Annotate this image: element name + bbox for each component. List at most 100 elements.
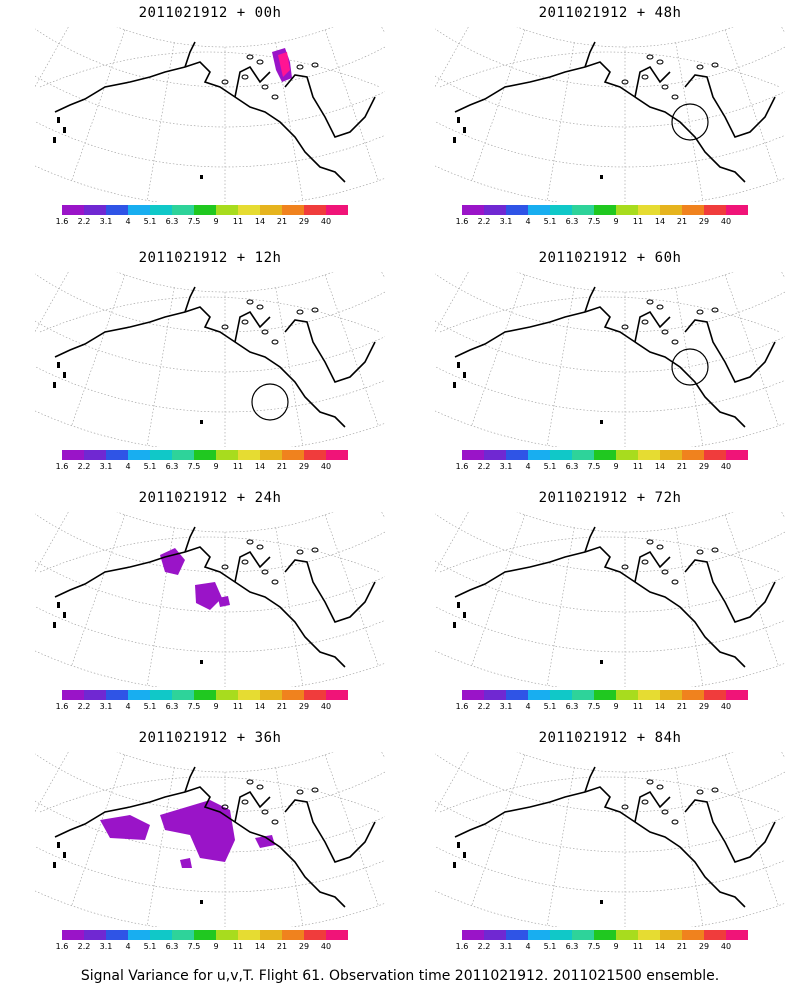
- colorbar-tick-label: 29: [298, 942, 310, 951]
- colorbar-tick-label: 9: [613, 462, 619, 471]
- longitude-line: [324, 274, 379, 426]
- colorbar-tick-label: 1.6: [455, 942, 469, 951]
- longitude-line: [546, 287, 575, 446]
- island-outline: [696, 549, 704, 555]
- island-outline: [221, 804, 229, 810]
- island-outline: [711, 547, 719, 553]
- colorbar-swatch: [682, 930, 704, 940]
- colorbar-swatch: [128, 450, 150, 460]
- longitude-line: [146, 527, 175, 686]
- colorbar-tick-label: 1.6: [455, 217, 469, 226]
- latitude-line: [35, 75, 385, 128]
- longitude-line: [781, 512, 785, 519]
- island-outline: [53, 382, 56, 388]
- variance-blob: [278, 52, 290, 77]
- island-outline: [641, 559, 649, 565]
- colorbar: [462, 205, 748, 215]
- colorbar-swatch: [282, 205, 304, 215]
- colorbar-tick-label: 6.3: [565, 942, 579, 951]
- latitude-line: [435, 75, 785, 128]
- latitude-line: [435, 513, 785, 573]
- colorbar-swatch: [62, 205, 84, 215]
- colorbar-tick-label: 2.2: [477, 217, 491, 226]
- longitude-line: [781, 27, 785, 34]
- island-outline: [271, 94, 279, 100]
- island-outline: [671, 579, 679, 585]
- island-outline: [656, 784, 664, 790]
- map-boundary: [439, 51, 781, 88]
- colorbar-swatch: [106, 930, 128, 940]
- longitude-line: [146, 42, 175, 201]
- colorbar-tick-label: 5.1: [143, 942, 157, 951]
- island-outline: [53, 622, 56, 628]
- island-outline: [311, 547, 319, 553]
- colorbar-tick-label: 1.6: [55, 942, 69, 951]
- island-outline: [463, 852, 466, 858]
- coastline: [454, 41, 776, 183]
- colorbar-swatch: [260, 690, 282, 700]
- island-outline: [311, 62, 319, 68]
- latitude-line: [516, 272, 734, 293]
- map-boundary: [439, 776, 781, 813]
- colorbar-swatch: [150, 205, 172, 215]
- island-outline: [53, 137, 56, 143]
- island-outline: [261, 569, 269, 575]
- island-outline: [200, 420, 203, 424]
- longitude-line: [35, 27, 36, 105]
- colorbar-swatch: [660, 930, 682, 940]
- longitude-line: [675, 767, 704, 926]
- coastline: [54, 766, 376, 908]
- longitude-line: [546, 767, 575, 926]
- island-outline: [656, 544, 664, 550]
- island-outline: [261, 809, 269, 815]
- colorbar-swatch: [572, 690, 594, 700]
- figure-caption: Signal Variance for u,v,T. Flight 61. Ob…: [80, 968, 720, 984]
- island-outline: [621, 324, 629, 330]
- island-outline: [696, 309, 704, 315]
- island-outline: [711, 307, 719, 313]
- panel-title: 2011021912 + 84h: [538, 730, 682, 746]
- colorbar-tick-label: 7.5: [587, 942, 601, 951]
- map-boundary: [39, 296, 381, 333]
- colorbar-tick-label: 21: [676, 702, 688, 711]
- longitude-line: [35, 272, 36, 350]
- colorbar-swatch: [528, 450, 550, 460]
- island-outline: [271, 339, 279, 345]
- colorbar-tick-label: 2.2: [477, 462, 491, 471]
- colorbar: [62, 205, 348, 215]
- colorbar-swatch: [638, 930, 660, 940]
- latitude-line: [435, 410, 785, 447]
- island-outline: [241, 319, 249, 325]
- colorbar-swatch: [150, 930, 172, 940]
- island-outline: [63, 372, 66, 378]
- colorbar-tick-label: 14: [654, 217, 666, 226]
- variance-blob: [180, 858, 192, 868]
- longitude-line: [435, 272, 436, 350]
- colorbar-tick-label: 11: [232, 702, 244, 711]
- longitude-line: [71, 274, 126, 426]
- colorbar-swatch: [682, 690, 704, 700]
- colorbar-swatch: [326, 450, 348, 460]
- colorbar-tick-label: 29: [698, 217, 710, 226]
- map-panel: 2011021912 + 84h 1.6 2.2 3.1 4 5.1 6.3 7.5 9 11 14…: [420, 730, 800, 965]
- longitude-line: [675, 287, 704, 446]
- colorbar-swatch: [704, 930, 726, 940]
- longitude-line: [71, 29, 126, 181]
- colorbar-swatch: [726, 690, 748, 700]
- colorbar-tick-label: 21: [676, 462, 688, 471]
- colorbar-swatch: [238, 205, 260, 215]
- colorbar-tick-label: 21: [276, 217, 288, 226]
- colorbar-tick-label: 14: [654, 462, 666, 471]
- island-outline: [221, 564, 229, 570]
- colorbar-swatch: [660, 690, 682, 700]
- colorbar-tick-label: 40: [320, 462, 332, 471]
- island-outline: [457, 117, 460, 123]
- colorbar: [462, 690, 748, 700]
- latitude-line: [116, 272, 334, 293]
- colorbar-swatch: [638, 690, 660, 700]
- colorbar-swatch: [528, 930, 550, 940]
- island-outline: [221, 79, 229, 85]
- island-outline: [621, 804, 629, 810]
- colorbar-swatch: [594, 690, 616, 700]
- colorbar-tick-label: 14: [654, 702, 666, 711]
